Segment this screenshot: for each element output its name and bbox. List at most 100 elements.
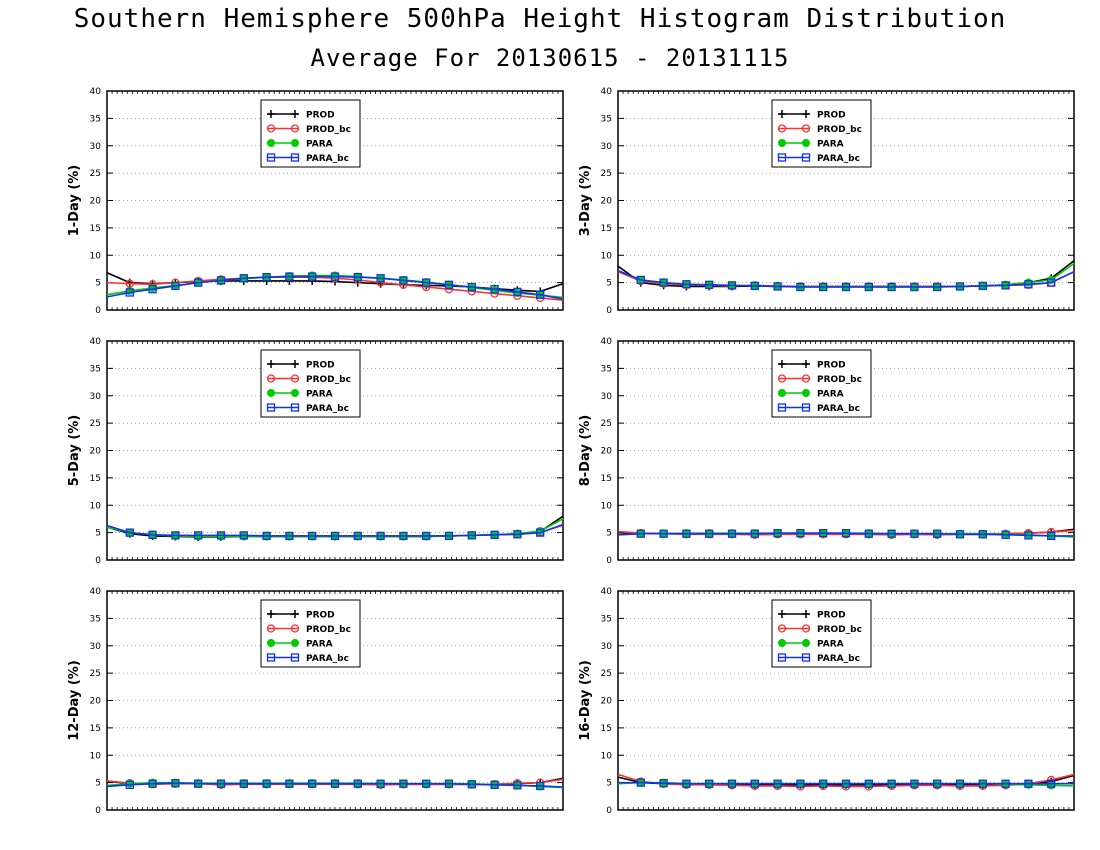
y-axis-label: 3-Day (%) xyxy=(578,165,593,237)
data-point xyxy=(750,281,759,291)
legend-marker xyxy=(266,624,276,633)
data-point xyxy=(819,779,828,788)
data-point xyxy=(750,779,759,788)
data-point xyxy=(1024,531,1033,540)
legend-marker xyxy=(290,653,300,662)
data-point xyxy=(1024,779,1033,788)
data-point xyxy=(422,531,431,541)
data-point xyxy=(636,778,645,787)
data-point xyxy=(444,280,454,289)
legend-label: PROD_bc xyxy=(306,625,351,635)
y-tick-label: 35 xyxy=(601,364,612,374)
data-point xyxy=(955,282,965,291)
legend-marker xyxy=(266,124,276,133)
legend-marker xyxy=(801,124,811,133)
y-tick-label: 0 xyxy=(95,806,101,816)
legend-marker xyxy=(291,360,299,368)
data-point xyxy=(125,288,134,297)
legend-marker xyxy=(290,374,300,383)
data-point xyxy=(422,278,431,287)
y-tick-label: 20 xyxy=(90,697,102,707)
data-point xyxy=(467,531,476,540)
data-point xyxy=(376,274,385,283)
data-point xyxy=(727,779,737,788)
y-tick-label: 15 xyxy=(90,474,101,484)
y-tick-label: 25 xyxy=(601,169,612,179)
data-point xyxy=(285,531,294,541)
legend-marker xyxy=(777,624,787,633)
legend-item-para-bc: PARA_bc xyxy=(777,653,860,664)
y-tick-label: 15 xyxy=(90,724,101,734)
data-point xyxy=(841,529,851,538)
legend-label: PARA_bc xyxy=(306,404,349,414)
data-point xyxy=(171,531,180,540)
legend-label: PROD_bc xyxy=(817,375,862,385)
series-line xyxy=(106,782,564,788)
legend-item-para: PARA xyxy=(267,389,333,400)
series-line xyxy=(106,275,564,300)
plot-frame xyxy=(617,90,1075,311)
data-point xyxy=(171,281,180,291)
data-point xyxy=(841,779,851,788)
data-point xyxy=(887,282,896,292)
legend-marker xyxy=(267,639,275,647)
y-tick-label: 35 xyxy=(601,614,612,624)
legend-item-prod: PROD xyxy=(778,110,846,121)
series-para-bc xyxy=(617,529,1074,541)
legend-marker xyxy=(778,639,786,647)
y-axis-label: 16-Day (%) xyxy=(578,660,593,741)
data-point xyxy=(796,282,805,292)
legend-item-prod-bc: PROD_bc xyxy=(777,124,862,135)
legend-label: PARA xyxy=(306,390,333,400)
data-point xyxy=(955,779,965,788)
y-tick-label: 15 xyxy=(90,224,101,234)
y-tick-label: 20 xyxy=(601,197,613,207)
legend-marker xyxy=(290,153,300,162)
data-point xyxy=(727,529,737,538)
legend-label: PROD xyxy=(817,361,846,371)
y-tick-label: 35 xyxy=(90,364,101,374)
y-tick-label: 0 xyxy=(95,306,101,316)
data-point xyxy=(399,276,408,285)
data-point xyxy=(353,272,362,282)
data-point xyxy=(682,280,691,289)
y-tick-label: 25 xyxy=(601,669,612,679)
y-tick-label: 40 xyxy=(601,587,613,597)
data-point xyxy=(1024,280,1033,289)
data-point xyxy=(330,531,340,541)
legend-label: PROD xyxy=(306,361,335,371)
legend-item-para: PARA xyxy=(778,639,844,650)
data-point xyxy=(933,529,942,538)
legend-item-prod: PROD xyxy=(778,360,846,371)
legend: PROD PROD_bc PARA PARA_bc xyxy=(771,99,872,168)
data-point xyxy=(705,529,714,538)
legend-marker xyxy=(290,124,300,133)
data-point xyxy=(773,779,782,788)
legend-marker xyxy=(778,139,786,147)
data-point xyxy=(796,779,805,788)
data-point xyxy=(308,779,317,788)
data-point xyxy=(705,779,714,788)
y-tick-label: 25 xyxy=(90,669,101,679)
data-point xyxy=(910,529,919,538)
chart-panel-5: 0 5 10 15 20 25 30 35 40 12-Day (%) PROD PROD_bc PAR… xyxy=(67,587,564,816)
y-tick-label: 40 xyxy=(90,337,102,347)
legend-marker xyxy=(802,610,810,618)
chart-title: Southern Hemisphere 500hPa Height Histog… xyxy=(73,4,1007,34)
data-point xyxy=(978,779,987,788)
data-point xyxy=(330,272,340,281)
data-point xyxy=(262,531,271,541)
legend-marker xyxy=(802,389,810,397)
data-point xyxy=(796,529,805,538)
y-axis-label: 12-Day (%) xyxy=(67,660,82,741)
legend-label: PROD_bc xyxy=(817,625,862,635)
y-tick-label: 5 xyxy=(606,529,612,539)
y-tick-label: 5 xyxy=(606,779,612,789)
data-point xyxy=(216,531,226,540)
legend-label: PARA xyxy=(817,140,844,150)
y-axis-label: 8-Day (%) xyxy=(578,415,593,487)
data-point xyxy=(262,272,271,282)
data-point xyxy=(955,530,965,539)
data-point xyxy=(148,285,157,294)
data-point xyxy=(490,530,499,539)
